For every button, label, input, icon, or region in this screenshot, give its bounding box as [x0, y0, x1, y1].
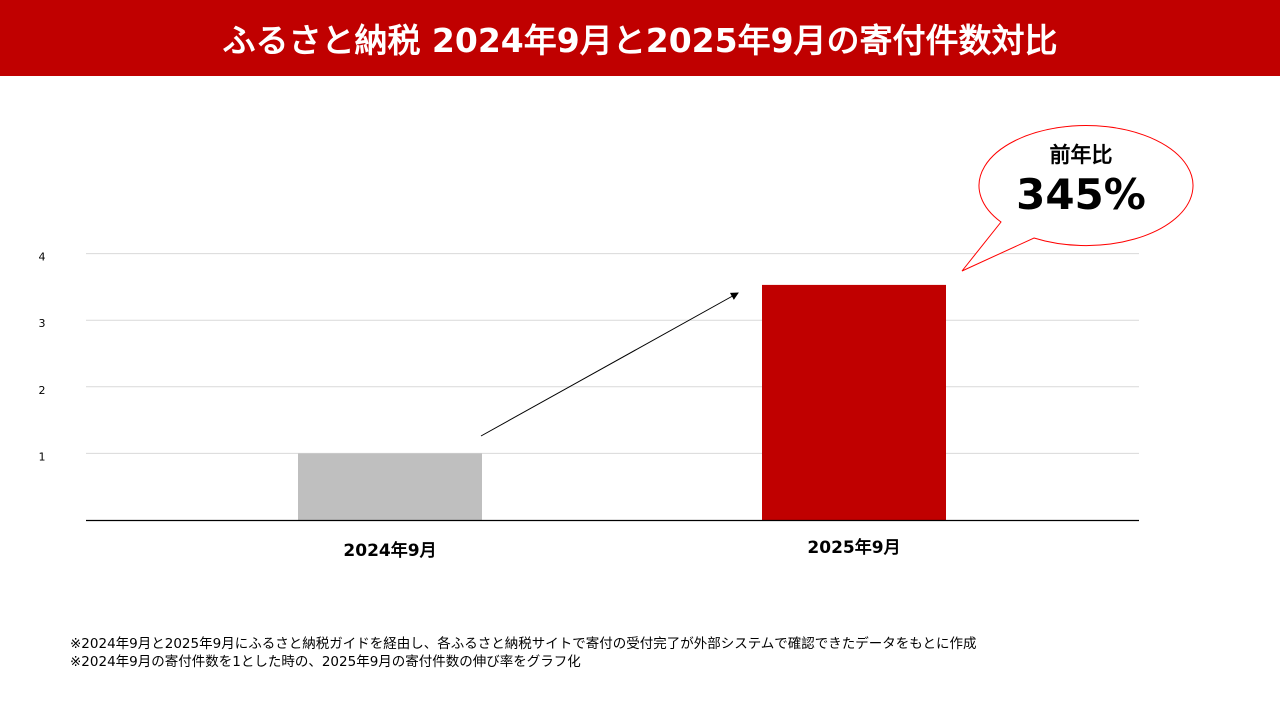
bar	[298, 453, 482, 520]
yoy-value: 345%	[1016, 170, 1146, 219]
bar	[762, 284, 946, 520]
yoy-label: 前年比	[1050, 143, 1113, 167]
y-tick-label: 2	[39, 384, 46, 397]
footnotes: ※2024年9月と2025年9月にふるさと納税ガイドを経由し、各ふるさと納税サイ…	[70, 635, 977, 671]
x-tick-label: 2025年9月	[807, 537, 900, 558]
page-title: ふるさと納税 2024年9月と2025年9月の寄付件数対比	[0, 0, 1280, 76]
y-tick-label: 4	[39, 251, 46, 264]
footnote: ※2024年9月の寄付件数を1とした時の、2025年9月の寄付件数の伸び率をグラ…	[70, 654, 581, 670]
y-tick-label: 3	[39, 317, 46, 330]
footnote: ※2024年9月と2025年9月にふるさと納税ガイドを経由し、各ふるさと納税サイ…	[70, 636, 977, 652]
speech-bubble	[961, 125, 1194, 272]
y-tick-label: 1	[39, 450, 46, 463]
growth-arrow	[480, 292, 739, 437]
x-tick-label: 2024年9月	[343, 540, 436, 561]
